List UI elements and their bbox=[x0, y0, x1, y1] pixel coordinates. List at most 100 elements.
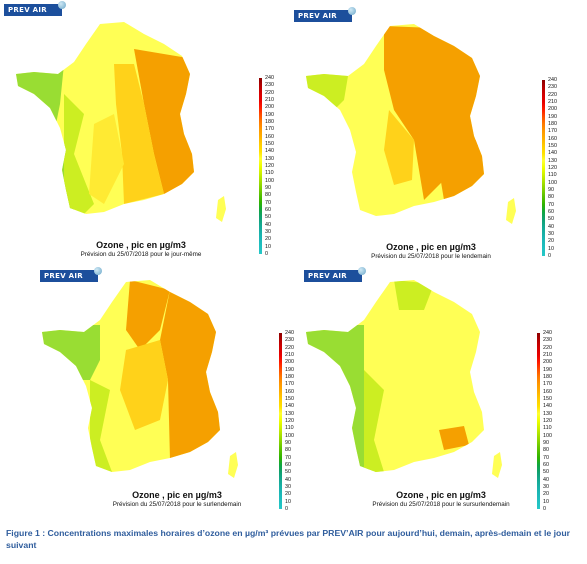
scale-tick-label: 200 bbox=[543, 359, 552, 366]
prevair-logo: PREV AIR bbox=[40, 267, 102, 282]
scale-tick-label: 80 bbox=[265, 192, 271, 199]
scale-tick-label: 90 bbox=[265, 185, 271, 191]
scale-tick-label: 210 bbox=[285, 352, 294, 358]
scale-tick-label: 170 bbox=[543, 381, 552, 388]
scale-tick-label: 120 bbox=[265, 163, 274, 169]
scale-tick-label: 230 bbox=[265, 82, 274, 89]
scale-tick-label: 150 bbox=[285, 396, 294, 402]
scale-tick-label: 150 bbox=[265, 141, 274, 147]
france-map-day2 bbox=[42, 280, 238, 478]
scale-tick-label: 210 bbox=[548, 99, 557, 105]
scale-tick-label: 160 bbox=[265, 133, 274, 140]
scale-tick-label: 120 bbox=[548, 165, 557, 171]
figure-caption: Figure 1 : Concentrations maximales hora… bbox=[6, 528, 571, 550]
panel-subtitle: Prévision du 25/07/2018 pour le sursurle… bbox=[372, 501, 510, 508]
panel-title: Ozone , pic en µg/m3 bbox=[386, 242, 476, 252]
france-map-day0 bbox=[16, 22, 226, 222]
scale-tick-label: 200 bbox=[548, 106, 557, 113]
scale-tick-label: 160 bbox=[285, 388, 294, 395]
scale-tick-label: 240 bbox=[285, 330, 294, 336]
map-panel-day1: PREV AIR Ozone , pic en µg/m3 Prévision … bbox=[294, 7, 574, 262]
scale-tick-label: 70 bbox=[285, 454, 291, 461]
scale-tick-label: 100 bbox=[548, 179, 557, 186]
color-scale-bar bbox=[542, 80, 545, 256]
scale-tick-label: 90 bbox=[543, 440, 549, 446]
scale-tick-label: 120 bbox=[543, 418, 552, 424]
scale-tick-label: 0 bbox=[543, 506, 546, 512]
color-scale-bar bbox=[279, 333, 282, 509]
scale-tick-label: 170 bbox=[548, 128, 557, 135]
scale-tick-label: 240 bbox=[265, 75, 274, 81]
scale-tick-label: 170 bbox=[285, 381, 294, 388]
scale-tick-label: 40 bbox=[285, 476, 291, 483]
scale-tick-label: 210 bbox=[543, 352, 552, 358]
color-scale: 240 230 220 210 200 190 180 170 160 150 140 130 120 1… bbox=[276, 330, 306, 512]
scale-tick-label: 230 bbox=[548, 84, 557, 91]
panel-title: Ozone , pic en µg/m3 bbox=[132, 490, 222, 500]
scale-tick-label: 50 bbox=[548, 216, 554, 223]
scale-tick-label: 80 bbox=[543, 447, 549, 454]
scale-tick-label: 0 bbox=[548, 253, 551, 259]
scale-tick-label: 20 bbox=[548, 238, 554, 245]
scale-tick-label: 180 bbox=[548, 121, 557, 127]
scale-tick-label: 40 bbox=[265, 221, 271, 228]
scale-tick-label: 130 bbox=[548, 157, 557, 164]
scale-tick-label: 40 bbox=[548, 223, 554, 230]
scale-tick-label: 0 bbox=[265, 251, 268, 257]
scale-tick-label: 60 bbox=[265, 207, 271, 213]
scale-tick-label: 10 bbox=[543, 498, 549, 505]
scale-tick-label: 70 bbox=[543, 454, 549, 461]
scale-tick-label: 110 bbox=[543, 425, 552, 432]
scale-tick-label: 100 bbox=[543, 432, 552, 439]
panel-subtitle: Prévision du 25/07/2018 pour le lendemai… bbox=[371, 253, 491, 260]
scale-tick-label: 230 bbox=[285, 337, 294, 344]
scale-tick-label: 180 bbox=[265, 119, 274, 125]
scale-tick-label: 50 bbox=[285, 469, 291, 476]
scale-tick-label: 60 bbox=[285, 462, 291, 468]
scale-tick-label: 200 bbox=[285, 359, 294, 366]
scale-tick-label: 20 bbox=[265, 236, 271, 243]
scale-tick-label: 50 bbox=[265, 214, 271, 221]
scale-tick-label: 190 bbox=[543, 366, 552, 373]
scale-tick-label: 220 bbox=[548, 91, 557, 98]
scale-tick-label: 240 bbox=[543, 330, 552, 336]
scale-tick-label: 60 bbox=[548, 209, 554, 215]
scale-tick-label: 170 bbox=[265, 126, 274, 133]
scale-tick-label: 110 bbox=[265, 170, 274, 177]
scale-tick-label: 20 bbox=[543, 491, 549, 498]
scale-tick-label: 130 bbox=[285, 410, 294, 417]
panel-subtitle: Prévision du 25/07/2018 pour le surlende… bbox=[112, 501, 242, 508]
scale-tick-label: 140 bbox=[548, 150, 557, 157]
scale-tick-label: 110 bbox=[548, 172, 557, 179]
scale-tick-label: 70 bbox=[548, 201, 554, 208]
scale-tick-label: 10 bbox=[265, 243, 271, 250]
scale-tick-label: 100 bbox=[265, 177, 274, 184]
color-scale: 240 230 220 210 200 190 180 170 160 150 140 130 120 1… bbox=[539, 77, 569, 259]
color-scale-bar bbox=[537, 333, 540, 509]
scale-tick-label: 40 bbox=[543, 476, 549, 483]
scale-tick-label: 80 bbox=[548, 194, 554, 201]
scale-tick-label: 140 bbox=[265, 148, 274, 155]
scale-tick-label: 20 bbox=[285, 491, 291, 498]
scale-tick-label: 130 bbox=[543, 410, 552, 417]
scale-tick-label: 220 bbox=[285, 344, 294, 351]
panel-title: Ozone , pic en µg/m3 bbox=[396, 490, 486, 500]
scale-tick-label: 190 bbox=[265, 111, 274, 118]
prevair-logo: PREV AIR bbox=[294, 7, 356, 22]
scale-tick-label: 120 bbox=[285, 418, 294, 424]
scale-tick-label: 150 bbox=[548, 143, 557, 149]
scale-tick-label: 240 bbox=[548, 77, 557, 83]
scale-tick-label: 70 bbox=[265, 199, 271, 206]
scale-tick-label: 30 bbox=[543, 484, 549, 490]
scale-tick-label: 220 bbox=[265, 89, 274, 96]
scale-tick-label: 150 bbox=[543, 396, 552, 402]
scale-tick-label: 30 bbox=[285, 484, 291, 490]
scale-tick-label: 140 bbox=[285, 403, 294, 410]
scale-tick-label: 100 bbox=[285, 432, 294, 439]
scale-tick-label: 190 bbox=[548, 113, 557, 120]
scale-tick-label: 140 bbox=[543, 403, 552, 410]
scale-tick-label: 130 bbox=[265, 155, 274, 162]
scale-tick-label: 30 bbox=[265, 229, 271, 235]
scale-tick-label: 160 bbox=[543, 388, 552, 395]
scale-tick-label: 50 bbox=[543, 469, 549, 476]
